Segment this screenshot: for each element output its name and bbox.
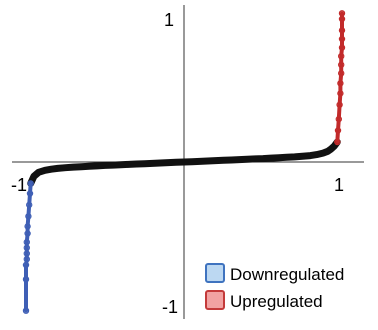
legend-swatch-downregulated xyxy=(205,263,225,283)
data-point-up-7 xyxy=(338,61,345,69)
data-point-up-13 xyxy=(338,10,346,17)
y-tick-label-pos: 1 xyxy=(164,10,174,30)
data-point-up-0 xyxy=(334,138,341,146)
data-point-up-3 xyxy=(336,101,343,109)
legend-item-upregulated: Upregulated xyxy=(205,290,323,311)
series-line-down xyxy=(24,181,33,313)
data-point-down-1 xyxy=(26,190,34,197)
x-tick-label-neg: -1 xyxy=(11,175,27,195)
data-point-down-10 xyxy=(22,261,30,269)
data-point-up-2 xyxy=(335,115,342,123)
data-point-up-5 xyxy=(337,80,344,87)
data-point-up-4 xyxy=(337,90,344,97)
series-line-all xyxy=(27,138,341,187)
data-point-up-9 xyxy=(338,44,346,51)
data-point-up-11 xyxy=(338,27,346,34)
legend-label-upregulated: Upregulated xyxy=(230,292,323,311)
data-point-down-12 xyxy=(22,307,30,314)
legend: Downregulated Upregulated xyxy=(205,263,344,311)
data-point-down-9 xyxy=(23,256,30,263)
data-point-down-2 xyxy=(26,201,33,209)
data-point-up-1 xyxy=(334,127,342,134)
data-point-down-3 xyxy=(25,213,32,220)
data-point-up-10 xyxy=(338,35,346,43)
data-point-down-0 xyxy=(27,180,34,187)
data-point-up-8 xyxy=(338,53,345,60)
legend-item-downregulated: Downregulated xyxy=(205,263,344,284)
x-tick-label-pos: 1 xyxy=(334,175,344,195)
legend-swatch-upregulated xyxy=(205,290,225,310)
data-point-down-4 xyxy=(24,223,31,230)
legend-label-downregulated: Downregulated xyxy=(230,265,344,284)
data-point-up-6 xyxy=(338,70,345,77)
data-point-down-11 xyxy=(22,276,30,283)
y-tick-label-neg: -1 xyxy=(162,297,178,317)
curve-layer xyxy=(22,10,346,314)
data-point-down-5 xyxy=(24,230,31,237)
